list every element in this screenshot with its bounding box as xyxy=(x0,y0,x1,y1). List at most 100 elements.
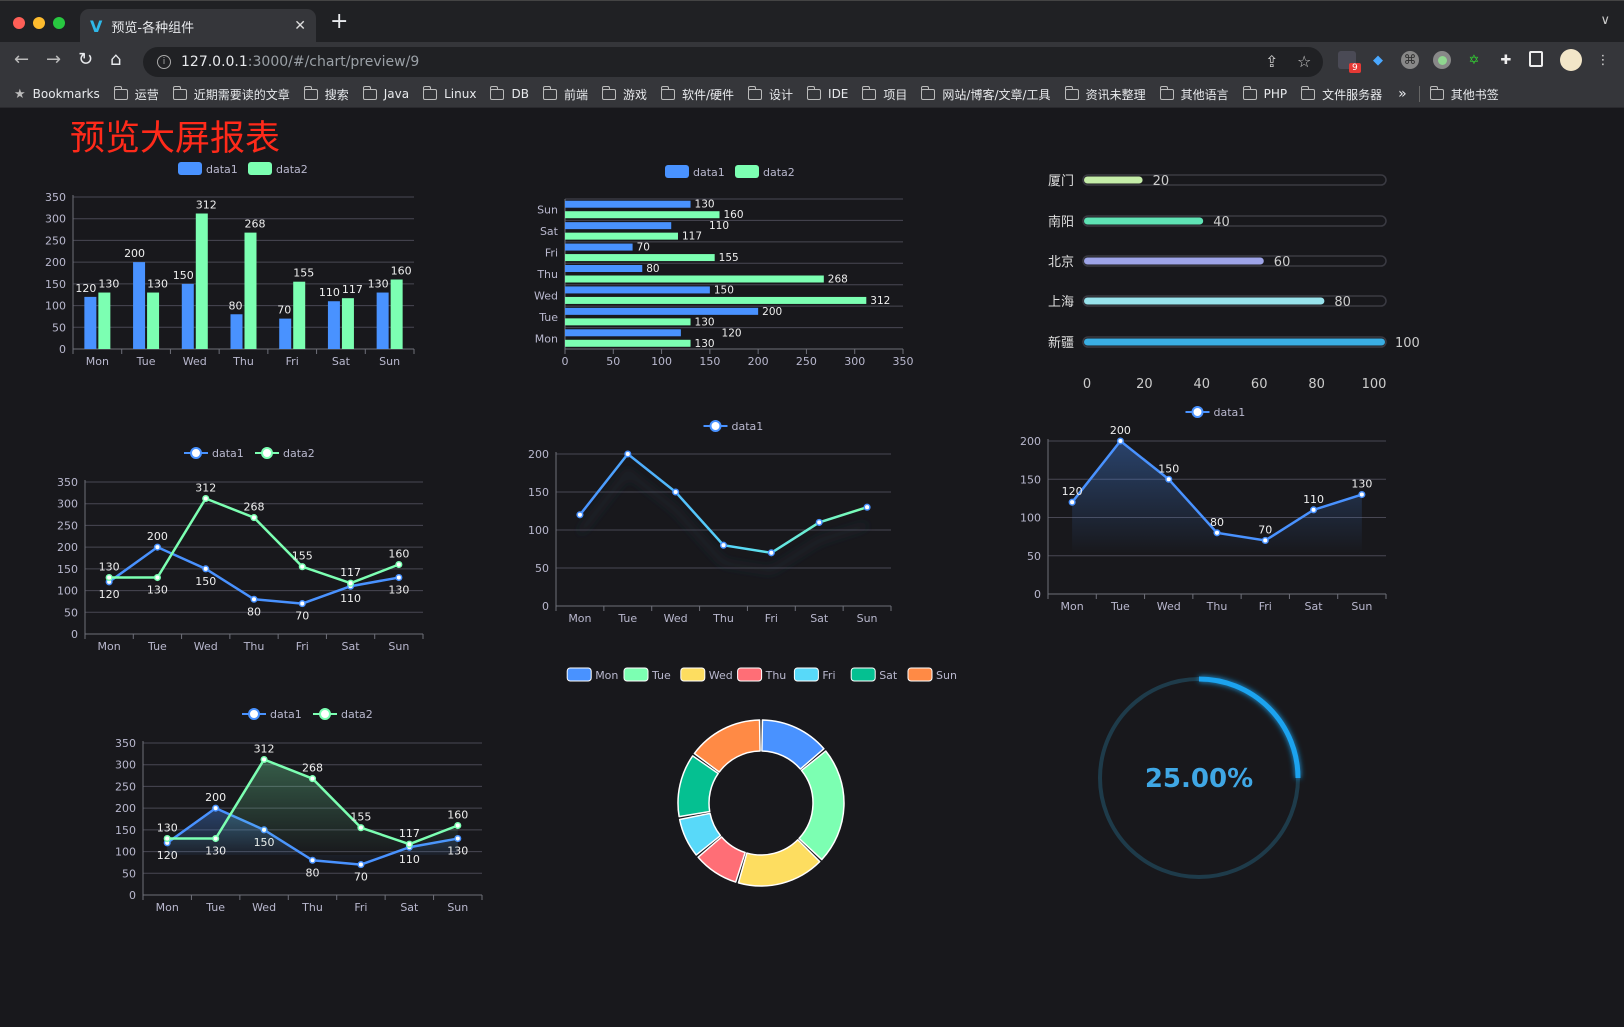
gauge-progress-arc xyxy=(1198,676,1301,779)
diamond-extension-icon[interactable]: ◆ xyxy=(1373,52,1383,68)
bookmark-folder[interactable]: 软件/硬件 xyxy=(660,85,735,103)
legend-label: Thu xyxy=(765,669,787,682)
other-bookmarks[interactable]: 其他书签 xyxy=(1429,85,1499,103)
bookmarks-overflow-button[interactable]: » xyxy=(1398,86,1407,102)
point-data2-Tue xyxy=(212,834,220,843)
point-data1-Wed xyxy=(672,488,680,496)
new-tab-button[interactable]: + xyxy=(330,9,349,34)
maximize-window-button[interactable] xyxy=(53,17,65,29)
legend-item-data1[interactable]: data1 xyxy=(184,447,244,460)
home-icon[interactable]: ⌂ xyxy=(110,49,122,70)
menu-icon[interactable]: ⋮ xyxy=(1596,52,1610,68)
x-tick-label: 100 xyxy=(1362,377,1387,392)
bookmark-folder[interactable]: 资讯未整理 xyxy=(1064,85,1146,103)
bookmark-label: 软件/硬件 xyxy=(681,87,735,102)
close-tab-icon[interactable]: ✕ xyxy=(294,18,306,34)
circle-extension-icon[interactable] xyxy=(1433,51,1451,69)
bookmark-folder[interactable]: 其他语言 xyxy=(1159,85,1229,103)
legend-item-data1[interactable]: data1 xyxy=(703,420,764,433)
data-label: 200 xyxy=(1110,424,1131,437)
url-field[interactable]: i 127.0.0.1:3000/#/chart/preview/9 ⇪ ☆ xyxy=(143,47,1323,77)
bookmark-folder[interactable]: 设计 xyxy=(748,85,793,103)
donut-slice-Mon[interactable] xyxy=(761,719,825,770)
progress-track xyxy=(1082,215,1387,227)
legend-item-Wed[interactable]: Wed xyxy=(680,667,733,682)
data-label: 312 xyxy=(195,482,216,495)
y-tick-label: 250 xyxy=(57,519,78,532)
y-tick-label: 200 xyxy=(115,802,136,815)
minimize-window-button[interactable] xyxy=(33,17,45,29)
tab-active[interactable]: V 预览-各种组件 ✕ xyxy=(80,9,316,43)
bookmark-folder[interactable]: 搜索 xyxy=(303,85,349,103)
bookmarks-manager[interactable]: ★ Bookmarks xyxy=(14,87,100,102)
bookmark-folder[interactable]: PHP xyxy=(1242,85,1287,101)
gauge-chart: 25.00% xyxy=(1098,676,1301,879)
x-tick-label: Sun xyxy=(447,901,468,914)
bookmark-folder[interactable]: Linux xyxy=(423,85,476,101)
share-icon[interactable]: ⇪ xyxy=(1265,52,1279,71)
legend-item-Thu[interactable]: Thu xyxy=(737,667,787,682)
donut-slice-Sun[interactable] xyxy=(693,719,761,773)
y-tick-label: 250 xyxy=(45,234,66,247)
legend-item-data1[interactable]: data1 xyxy=(242,708,302,721)
avatar[interactable] xyxy=(1560,49,1582,71)
back-icon[interactable]: ← xyxy=(14,49,30,70)
folder-icon xyxy=(1429,85,1444,100)
legend-item-data1[interactable]: data1 xyxy=(178,162,238,176)
legend-item-data2[interactable]: data2 xyxy=(313,708,373,721)
reload-icon[interactable]: ↻ xyxy=(78,49,94,70)
progress-fill-北京 xyxy=(1084,257,1264,265)
data-label: 130 xyxy=(695,199,715,211)
bar-data2-Mon xyxy=(98,292,111,349)
legend-item-Sat[interactable]: Sat xyxy=(850,667,898,682)
bookmark-folder[interactable]: 网站/博客/文章/工具 xyxy=(921,85,1051,103)
donut-slice-Wed[interactable] xyxy=(737,838,821,887)
info-icon[interactable]: i xyxy=(157,55,171,69)
bookmark-folder[interactable]: 运营 xyxy=(113,85,159,103)
bar-data2-Tue xyxy=(565,318,691,326)
legend-swatch-icon xyxy=(680,667,706,682)
bookmark-folder[interactable]: 前端 xyxy=(542,85,588,103)
point-data1-Tue xyxy=(1116,437,1124,445)
star-extension-icon[interactable]: ✡ xyxy=(1468,52,1480,68)
bookmark-folder[interactable]: 游戏 xyxy=(601,85,647,103)
star-icon[interactable]: ☆ xyxy=(1297,52,1312,71)
puzzle-extension-icon[interactable]: ✚ xyxy=(1500,52,1512,68)
side-panel-icon[interactable] xyxy=(1529,51,1543,67)
legend-item-Fri[interactable]: Fri xyxy=(793,667,836,682)
legend-item-data2[interactable]: data2 xyxy=(735,165,795,179)
legend-item-Mon[interactable]: Mon xyxy=(566,667,618,682)
legend-label: data2 xyxy=(276,163,308,176)
data-label: 155 xyxy=(350,811,371,824)
bookmark-folder[interactable]: 文件服务器 xyxy=(1301,85,1382,103)
donut-slice-Tue[interactable] xyxy=(798,750,845,861)
legend-item-data2[interactable]: data2 xyxy=(255,447,315,460)
legend-item-Sun[interactable]: Sun xyxy=(907,667,957,682)
legend-item-data1[interactable]: data1 xyxy=(1185,406,1246,419)
chevron-down-icon[interactable]: ∨ xyxy=(1600,13,1610,28)
donut-slice-Thu[interactable] xyxy=(697,836,746,883)
forward-icon[interactable]: → xyxy=(46,49,62,70)
bookmark-folder[interactable]: 近期需要读的文章 xyxy=(172,85,290,103)
data-label: 312 xyxy=(870,295,890,307)
legend-item-Tue[interactable]: Tue xyxy=(623,667,671,682)
bar-data2-Sun xyxy=(565,211,720,219)
x-tick-label: 0 xyxy=(562,355,569,368)
x-tick-label: Thu xyxy=(232,355,254,368)
y-tick-label: 50 xyxy=(52,321,66,334)
legend-item-data2[interactable]: data2 xyxy=(248,162,308,176)
bookmark-label: 其他书签 xyxy=(1450,87,1499,102)
command-extension-icon[interactable]: ⌘ xyxy=(1401,51,1419,69)
bookmark-folder[interactable]: Java xyxy=(362,85,409,101)
bookmark-folder[interactable]: 项目 xyxy=(862,85,907,103)
donut-slice-Sat[interactable] xyxy=(677,755,719,818)
point-data1-Sat xyxy=(1310,506,1318,514)
bookmark-folder[interactable]: DB xyxy=(490,85,529,101)
legend-label: data2 xyxy=(283,447,315,460)
donut-slice-Fri[interactable] xyxy=(678,812,722,856)
legend-item-data1[interactable]: data1 xyxy=(665,165,725,179)
close-window-button[interactable] xyxy=(13,17,25,29)
progress-bar-chart: 厦门 20 南阳 40 北京 60 上海 80 新疆 100 0 20 40 60 80 100 xyxy=(1048,174,1420,392)
y-tick-label: 0 xyxy=(1034,588,1041,601)
bookmark-folder[interactable]: IDE xyxy=(807,85,848,101)
